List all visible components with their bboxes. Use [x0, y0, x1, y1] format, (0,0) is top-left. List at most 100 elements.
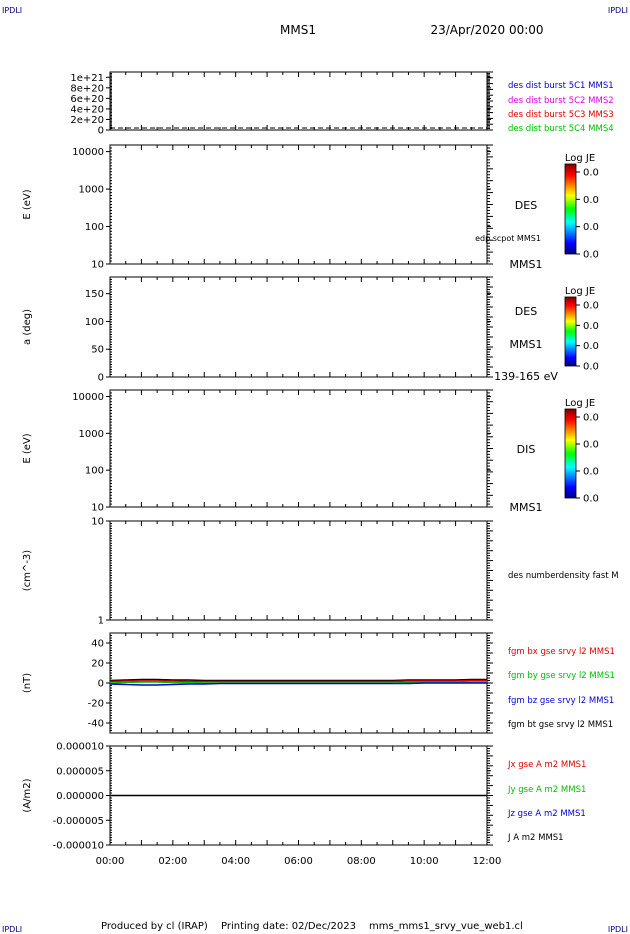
colorbar-tick-label: 0.0 — [583, 301, 599, 312]
colorbar-tick-label: 0.0 — [583, 250, 599, 261]
y-tick-label: 150 — [85, 289, 104, 300]
x-ticks — [109, 633, 488, 733]
corner-label-bottom-right: IPDLI — [608, 925, 628, 934]
y-axis-label: E (eV) — [22, 189, 33, 219]
header-date: 23/Apr/2020 00:00 — [430, 23, 543, 37]
colorbar-tick-label: 0.0 — [583, 168, 599, 179]
y-tick-label: 10 — [91, 517, 104, 528]
colorbar-tick-label: 0.0 — [583, 222, 599, 233]
colorbar — [564, 163, 577, 255]
legend-label: fgm by gse srvy l2 MMS1 — [508, 671, 615, 681]
colorbar-title: Log JE — [565, 286, 595, 297]
side-label: MMS1 — [510, 338, 543, 351]
y-tick-label: 6e+20 — [70, 94, 104, 105]
x-tick-label: 12:00 — [473, 856, 502, 867]
y-ticks — [106, 632, 493, 734]
colorbar-title: Log JE — [565, 398, 595, 409]
y-tick-label: 4e+20 — [70, 104, 104, 115]
series-line-0 — [109, 678, 487, 682]
side-label: edp scpot MMS1 — [475, 234, 541, 243]
x-tick-label: 06:00 — [284, 856, 313, 867]
x-tick-label: 02:00 — [158, 856, 187, 867]
y-tick-label: 10 — [91, 503, 104, 514]
y-tick-label: 40 — [91, 639, 104, 650]
side-label: DES — [515, 305, 537, 318]
colorbar-tick-label: 0.0 — [583, 494, 599, 505]
des-density-panel: 10 1 (cm^-3) des numberdensity fast M — [22, 517, 619, 627]
colorbar-tick-label: 0.0 — [583, 413, 599, 424]
y-axis-label: (nT) — [22, 673, 33, 693]
y-tick-label: 2e+20 — [70, 115, 104, 126]
y-tick-label: 100 — [85, 466, 104, 477]
legend-label: fgm bz gse srvy l2 MMS1 — [508, 696, 614, 706]
y-axis-label: (cm^-3) — [22, 550, 33, 591]
y-axis-label: a (deg) — [22, 309, 33, 345]
y-tick-label: 100 — [85, 317, 104, 328]
x-tick-label: 10:00 — [410, 856, 439, 867]
y-axis-label: (A/m2) — [22, 778, 33, 812]
y-tick-label: -0.000005 — [53, 816, 104, 827]
y-tick-label: 8e+20 — [70, 83, 104, 94]
colorbar — [564, 296, 577, 367]
legend-label: des dist burst 5C3 MMS3 — [508, 110, 614, 120]
y-tick-label: 0 — [98, 126, 104, 137]
y-axis-label: E (eV) — [22, 433, 33, 463]
colorbar-tick-label: 0.0 — [583, 195, 599, 206]
dis-energy-panel: 10000 1000 100 10 E (eV) DIS MMS1 Log JE 0.0 0.0 0… — [22, 389, 599, 514]
footer-produced-by: Produced by cl (IRAP) — [101, 921, 208, 932]
y-ticks — [106, 144, 493, 265]
y-tick-label: 1000 — [79, 185, 104, 196]
side-label: 139-165 eV — [494, 370, 558, 383]
y-tick-label: 1 — [98, 616, 104, 627]
legend-label: Jz gse A m2 MMS1 — [507, 809, 586, 819]
colorbar — [564, 408, 577, 499]
series-line-3 — [109, 682, 487, 686]
y-tick-label: 10000 — [72, 147, 104, 158]
side-label: DIS — [517, 443, 536, 456]
colorbar-tick-label: 0.0 — [583, 341, 599, 352]
plot-frame — [109, 71, 488, 131]
y-tick-label: -40 — [88, 719, 104, 730]
colorbar-tick-label: 0.0 — [583, 467, 599, 478]
y-tick-label: 1e+21 — [70, 73, 104, 84]
x-axis-labels: 00:00 02:00 04:00 06:00 08:00 10:00 12:00 — [96, 856, 502, 867]
legend-label: des dist burst 5C2 MMS2 — [508, 96, 614, 106]
colorbar-tick-label: 0.0 — [583, 321, 599, 332]
x-ticks — [109, 390, 488, 507]
x-ticks — [109, 521, 488, 620]
side-label: DES — [515, 199, 537, 212]
y-tick-label: 1000 — [79, 429, 104, 440]
x-tick-label: 04:00 — [221, 856, 250, 867]
legend-label: des dist burst 5C4 MMS4 — [508, 124, 614, 134]
x-ticks — [109, 746, 488, 845]
side-label: MMS1 — [510, 258, 543, 271]
colorbar-tick-label: 0.0 — [583, 440, 599, 451]
x-tick-label: 08:00 — [347, 856, 376, 867]
x-ticks — [109, 277, 488, 377]
legend-label: des dist burst 5C1 MMS1 — [508, 81, 614, 91]
series-line-1 — [109, 679, 487, 683]
y-tick-label: 0.000000 — [56, 791, 104, 802]
y-tick-label: 100 — [85, 222, 104, 233]
y-tick-label: 0 — [98, 373, 104, 384]
y-tick-label: 10 — [91, 260, 104, 271]
header-spacecraft: MMS1 — [280, 23, 316, 37]
y-tick-label: 20 — [91, 659, 104, 670]
legend-label: fgm bt gse srvy l2 MMS1 — [508, 720, 613, 730]
des-energy-panel: 10000 1000 100 10 E (eV) DES edp scpot MMS1 MMS… — [22, 144, 599, 271]
y-tick-label: 0.000005 — [56, 766, 104, 777]
plot-frame — [109, 276, 488, 378]
colorbar-tick-label: 0.0 — [583, 362, 599, 373]
y-tick-label: 0 — [98, 679, 104, 690]
corner-label-top-right: IPDLI — [608, 6, 628, 15]
y-tick-label: 10000 — [72, 392, 104, 403]
current-density-panel: 0.000010 0.000005 0.000000 -0.000005 -0.0000… — [22, 742, 586, 852]
plot-frame — [109, 389, 488, 508]
legend-label: J A m2 MMS1 — [507, 833, 564, 843]
y-ticks — [106, 520, 493, 621]
y-tick-label: 0.000010 — [56, 742, 104, 753]
x-tick-label: 00:00 — [96, 856, 125, 867]
y-tick-label: 50 — [91, 345, 104, 356]
y-ticks — [106, 389, 493, 508]
